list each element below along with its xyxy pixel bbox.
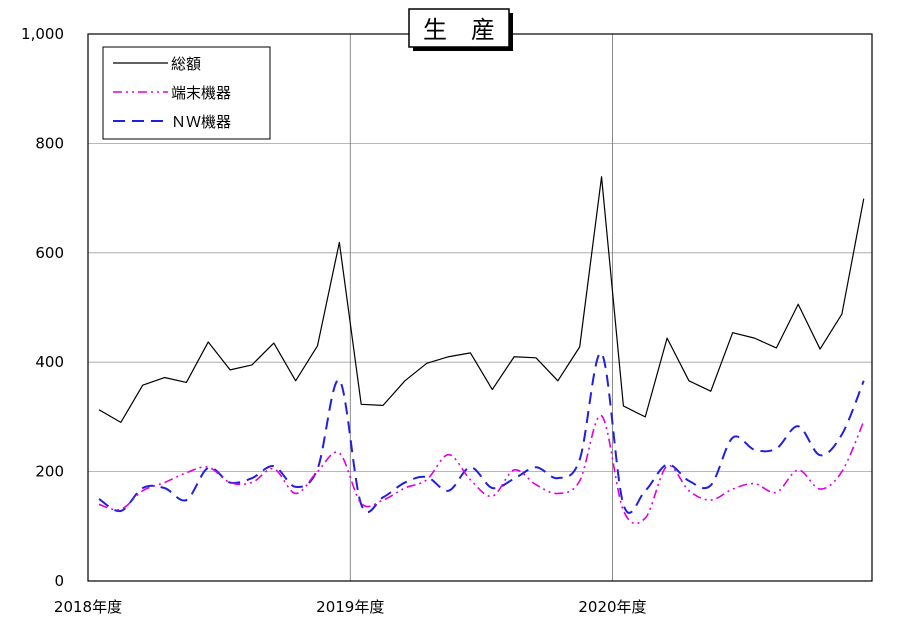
y-tick-label: 0 xyxy=(54,572,64,590)
y-tick-label: 1,000 xyxy=(21,25,64,43)
title-frame xyxy=(408,8,510,48)
legend-box xyxy=(102,46,271,140)
y-tick-label: 200 xyxy=(35,463,64,481)
series-line-1 xyxy=(98,414,865,525)
chart-title-box: 生 産 xyxy=(408,8,513,51)
legend-label-total: 総額 xyxy=(171,55,201,73)
x-axis-ticks: 2018年度 2019年度 2020年度 xyxy=(54,598,647,616)
legend-label-terminal: 端末機器 xyxy=(171,84,231,102)
x-tick-label: 2019年度 xyxy=(316,598,384,616)
y-tick-label: 800 xyxy=(35,134,64,152)
chart-title: 生 産 xyxy=(423,16,495,44)
series-line-0 xyxy=(98,176,865,423)
legend-label-network: ＮＷ機器 xyxy=(171,113,231,131)
y-tick-label: 400 xyxy=(35,353,64,371)
y-axis-ticks: 0 200 400 600 800 1,000 xyxy=(21,25,64,590)
y-tick-label: 600 xyxy=(35,244,64,262)
series-lines xyxy=(98,176,865,525)
series-line-2 xyxy=(98,352,865,514)
x-tick-label: 2018年度 xyxy=(54,598,122,616)
legend: 総額 端末機器 ＮＷ機器 xyxy=(102,46,271,140)
x-tick-label: 2020年度 xyxy=(578,598,646,616)
